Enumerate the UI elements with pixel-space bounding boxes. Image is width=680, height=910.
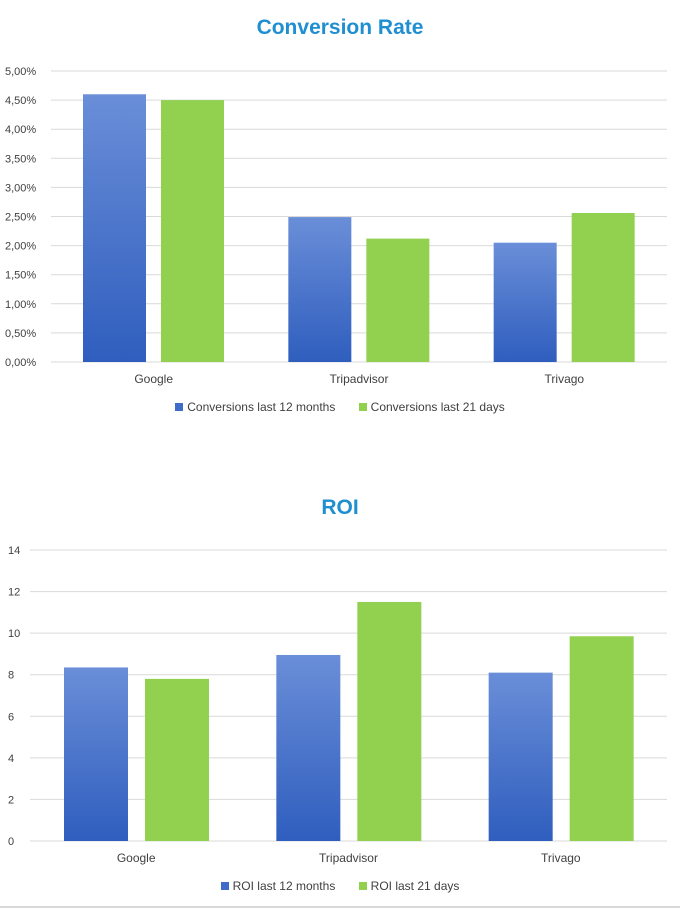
legend-label: ROI last 12 months <box>232 879 336 893</box>
bar-series-2 <box>357 601 422 841</box>
y-tick-label: 3,50% <box>5 153 36 165</box>
y-tick-label: 2,50% <box>5 212 36 224</box>
y-tick-label: 14 <box>8 545 20 557</box>
x-tick-label: Tripadvisor <box>319 851 378 865</box>
y-tick-label: 6 <box>8 711 14 723</box>
x-tick-label: Tripadvisor <box>330 372 389 386</box>
legend-item-series-1: Conversions last 12 months <box>175 400 335 414</box>
y-tick-label: 1,00% <box>5 299 36 311</box>
bar-series-2 <box>366 238 430 362</box>
y-tick-label: 3,00% <box>5 182 36 194</box>
chart-title: ROI <box>321 496 359 519</box>
bar-series-1 <box>83 94 146 362</box>
bar-series-1 <box>276 654 341 841</box>
bar-series-1 <box>493 242 557 362</box>
y-tick-label: 12 <box>8 587 20 599</box>
legend-swatch-blue <box>220 882 229 890</box>
legend-label: ROI last 21 days <box>370 879 460 893</box>
x-tick-label: Google <box>134 372 173 386</box>
legend-label: Conversions last 12 months <box>187 400 336 414</box>
y-tick-label: 0 <box>8 836 14 848</box>
x-tick-label: Trivago <box>545 372 585 386</box>
bar-series-2 <box>145 678 209 841</box>
roi-chart: ROI 0 2 4 6 8 10 12 14 Google Tripadvisor Trivago … <box>0 480 680 910</box>
legend-item-series-1: ROI last 12 months <box>220 879 336 893</box>
x-tick-label: Google <box>117 851 156 865</box>
legend-item-series-2: Conversions last 21 days <box>358 400 505 414</box>
legend-swatch-green <box>358 403 367 411</box>
y-tick-label: 2,00% <box>5 241 36 253</box>
roi-plot: 0 2 4 6 8 10 12 14 Google Tripadvisor Trivago <box>8 545 667 865</box>
bar-series-1 <box>488 672 553 841</box>
bar-series-1 <box>64 667 128 841</box>
legend-swatch-green <box>358 882 367 890</box>
x-tick-label: Trivago <box>541 851 581 865</box>
y-tick-label: 4 <box>8 753 14 765</box>
legend: Conversions last 12 months Conversions l… <box>0 400 680 414</box>
legend-label: Conversions last 21 days <box>370 400 505 414</box>
y-tick-label: 5,00% <box>5 66 36 78</box>
bar-series-2 <box>569 636 634 841</box>
bar-series-1 <box>288 217 352 362</box>
conversion-rate-chart: Conversion Rate 0,00% 0,50% 1,00% 1,50% 2,00… <box>0 0 680 440</box>
legend-item-series-2: ROI last 21 days <box>358 879 460 893</box>
y-tick-label: 8 <box>8 670 14 682</box>
conversion-rate-plot: 0,00% 0,50% 1,00% 1,50% 2,00% 2,50% 3,00% 3,50%… <box>5 66 667 386</box>
y-tick-label: 4,50% <box>5 95 36 107</box>
y-tick-label: 2 <box>8 794 14 806</box>
y-tick-label: 1,50% <box>5 270 36 282</box>
y-tick-label: 0,00% <box>5 357 36 369</box>
legend: ROI last 12 months ROI last 21 days <box>0 879 680 893</box>
y-tick-label: 10 <box>8 628 20 640</box>
y-tick-label: 4,00% <box>5 124 36 136</box>
bar-series-2 <box>571 213 635 362</box>
bar-series-2 <box>161 100 224 362</box>
y-tick-label: 0,50% <box>5 328 36 340</box>
bottom-divider <box>0 906 680 908</box>
legend-swatch-blue <box>175 403 184 411</box>
chart-title: Conversion Rate <box>256 16 424 39</box>
